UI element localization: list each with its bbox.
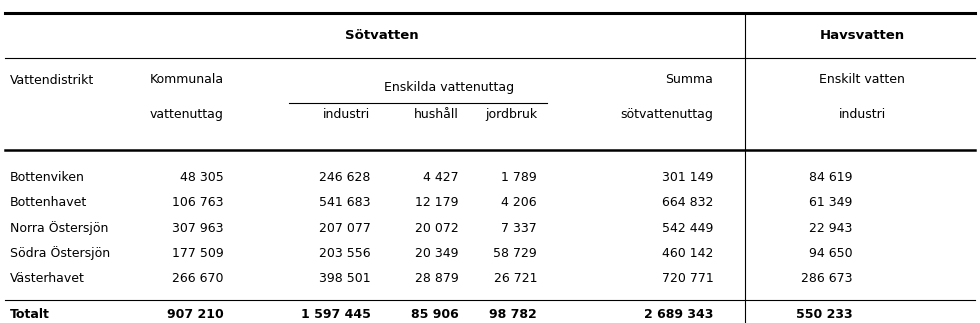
Text: hushåll: hushåll	[414, 108, 459, 121]
Text: Sötvatten: Sötvatten	[345, 29, 419, 42]
Text: 84 619: 84 619	[809, 171, 853, 184]
Text: 1 789: 1 789	[502, 171, 537, 184]
Text: 4 206: 4 206	[502, 196, 537, 209]
Text: Bottenhavet: Bottenhavet	[10, 196, 87, 209]
Text: 307 963: 307 963	[172, 222, 223, 234]
Text: 85 906: 85 906	[411, 308, 459, 321]
Text: 12 179: 12 179	[416, 196, 459, 209]
Text: Kommunala: Kommunala	[149, 73, 223, 86]
Text: 246 628: 246 628	[319, 171, 370, 184]
Text: industri: industri	[323, 108, 370, 121]
Text: 61 349: 61 349	[809, 196, 853, 209]
Text: 460 142: 460 142	[662, 247, 713, 260]
Text: 20 072: 20 072	[415, 222, 459, 234]
Text: 1 597 445: 1 597 445	[301, 308, 370, 321]
Text: Summa: Summa	[665, 73, 713, 86]
Text: vattenuttag: vattenuttag	[150, 108, 223, 121]
Text: 907 210: 907 210	[167, 308, 223, 321]
Text: Södra Östersjön: Södra Östersjön	[10, 246, 110, 260]
Text: 7 337: 7 337	[502, 222, 537, 234]
Text: 177 509: 177 509	[172, 247, 223, 260]
Text: industri: industri	[839, 108, 886, 121]
Text: 106 763: 106 763	[172, 196, 223, 209]
Text: 542 449: 542 449	[662, 222, 713, 234]
Text: 4 427: 4 427	[423, 171, 459, 184]
Text: 203 556: 203 556	[318, 247, 370, 260]
Text: Totalt: Totalt	[10, 308, 50, 321]
Text: 22 943: 22 943	[809, 222, 853, 234]
Text: 664 832: 664 832	[662, 196, 713, 209]
Text: 266 670: 266 670	[172, 272, 223, 285]
Text: Enskilda vattenuttag: Enskilda vattenuttag	[384, 81, 514, 94]
Text: sötvattenuttag: sötvattenuttag	[620, 108, 713, 121]
Text: 48 305: 48 305	[179, 171, 223, 184]
Text: 207 077: 207 077	[318, 222, 370, 234]
Text: 98 782: 98 782	[489, 308, 537, 321]
Text: Enskilt vatten: Enskilt vatten	[819, 73, 906, 86]
Text: 541 683: 541 683	[318, 196, 370, 209]
Text: Bottenviken: Bottenviken	[10, 171, 84, 184]
Text: 720 771: 720 771	[662, 272, 713, 285]
Text: Vattendistrikt: Vattendistrikt	[10, 74, 94, 87]
Text: 286 673: 286 673	[801, 272, 853, 285]
Text: 28 879: 28 879	[415, 272, 459, 285]
Text: jordbruk: jordbruk	[485, 108, 537, 121]
Text: Norra Östersjön: Norra Östersjön	[10, 221, 108, 235]
Text: Västerhavet: Västerhavet	[10, 272, 84, 285]
Text: 398 501: 398 501	[318, 272, 370, 285]
Text: 550 233: 550 233	[796, 308, 853, 321]
Text: 2 689 343: 2 689 343	[644, 308, 713, 321]
Text: 20 349: 20 349	[416, 247, 459, 260]
Text: Havsvatten: Havsvatten	[820, 29, 905, 42]
Text: 301 149: 301 149	[662, 171, 713, 184]
Text: 94 650: 94 650	[808, 247, 853, 260]
Text: 26 721: 26 721	[494, 272, 537, 285]
Text: 58 729: 58 729	[493, 247, 537, 260]
